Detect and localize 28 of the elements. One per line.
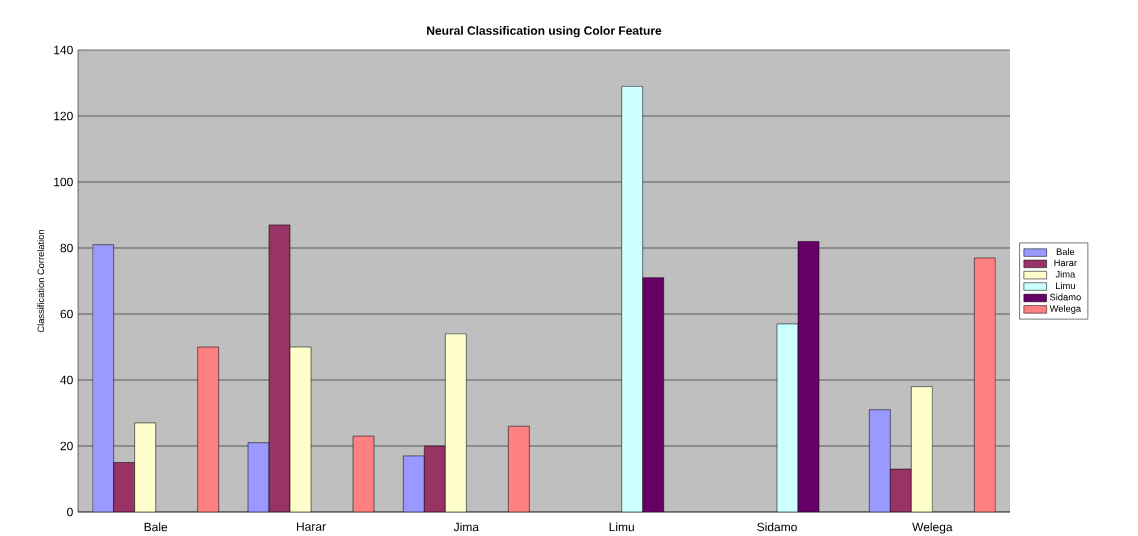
bar xyxy=(424,445,446,512)
y-tick-label: 140 xyxy=(54,45,73,55)
bar xyxy=(113,462,135,512)
y-axis-title: Classification Correlation xyxy=(37,230,45,333)
x-tick-label: Harar xyxy=(296,522,326,531)
x-tick-label: Jima xyxy=(453,522,479,532)
x-tick-label: Bale xyxy=(144,522,168,532)
bar xyxy=(797,241,820,512)
bar xyxy=(642,277,664,512)
bar xyxy=(268,224,291,512)
x-tick-label: Welega xyxy=(912,522,953,534)
x-tick-label: Sidamo xyxy=(757,522,797,532)
chart-title: Neural Classification using Color Feature xyxy=(427,26,662,38)
y-tick-label: 80 xyxy=(60,243,73,253)
legend-label: Welega xyxy=(1049,305,1082,314)
y-tick-label: 40 xyxy=(60,375,73,385)
y-tick-label: 100 xyxy=(54,177,73,187)
y-tick-label: 60 xyxy=(60,309,73,319)
legend-label: Bale xyxy=(1056,248,1075,256)
legend-label: Limu xyxy=(1056,282,1075,290)
y-tick-label: 0 xyxy=(67,507,73,517)
y-tick-label: 120 xyxy=(54,111,73,121)
legend-label: Harar xyxy=(1054,259,1077,267)
legend-label: Jima xyxy=(1055,270,1076,278)
legend-label: Sidamo xyxy=(1049,293,1081,301)
y-tick-label: 20 xyxy=(60,441,73,451)
bar xyxy=(890,468,912,512)
x-tick-label: Limu xyxy=(609,522,634,532)
